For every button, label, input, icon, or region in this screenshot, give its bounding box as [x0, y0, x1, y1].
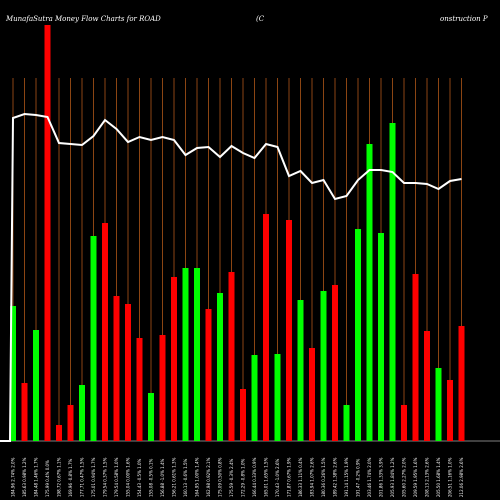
x-tick-label: 155.08 -0.5% 0.1% [149, 458, 154, 497]
money-flow-bar [366, 144, 373, 441]
money-flow-bar [297, 300, 304, 441]
x-tick-label: 165.01 1.65% 1.5% [264, 457, 269, 497]
x-tick-label: 203.46 1.74% 2.0% [367, 457, 372, 497]
x-tick-label: 177.71 0.47% 1.5% [80, 457, 85, 497]
x-tick-label: 205.50 1.68% 1.4% [436, 457, 441, 497]
money-flow-bar [274, 354, 281, 441]
x-tick-label: 208.13 2.13% 2.6% [425, 457, 430, 497]
money-flow-bar [159, 335, 166, 441]
money-flow-bar [125, 304, 131, 441]
x-tick-label: 175.99 0.4% 0.0% [45, 460, 50, 497]
x-tick-label: 179.54 0.37% 1.5% [103, 457, 108, 497]
money-flow-bar [320, 291, 327, 441]
x-tick-label: 171.87 0.67% 1.9% [287, 457, 292, 497]
x-tick-label: 183.94 1.07% 2.6% [310, 457, 315, 497]
x-tick-label: 179.54 0.58% 1.0% [114, 457, 119, 497]
x-tick-label: 156.88 -1.0% 1.4% [160, 458, 165, 497]
price-line [0, 112, 462, 442]
money-flow-bar [217, 293, 223, 441]
x-tick-label: 156.21 0.61% 1.3% [172, 457, 177, 497]
x-tick-label: 209.59 1.95% 1.6% [413, 457, 418, 497]
money-flow-bar [79, 385, 85, 441]
x-tick-label: 191.14 1.15% 1.9% [344, 457, 349, 497]
money-flow-bar [240, 389, 246, 441]
x-tick-label: 175.01 0.94% 1.7% [91, 457, 96, 497]
money-flow-bar [148, 393, 154, 441]
money-flow-bar [67, 405, 74, 441]
x-tick-label: 184.48 1.46% 1.7% [34, 457, 39, 497]
money-flow-bar [56, 425, 62, 441]
chart-title-left: MunafaSutra Money Flow Charts for ROAD [5, 15, 161, 23]
x-tick-label: 206.51 1.16% 1.0% [448, 457, 453, 497]
x-tick-label: 172.29 -0.8% 1.0% [241, 458, 246, 497]
money-flow-bar [136, 338, 143, 441]
money-flow-bar [447, 380, 453, 441]
money-flow-bar [309, 348, 315, 441]
money-flow-bar [286, 220, 292, 441]
chart-title-right: onstruction P [440, 15, 488, 23]
money-flow-bar [182, 268, 189, 441]
money-flow-bar [355, 229, 361, 441]
x-tick-label: 191.47 -0.2% 0.9% [356, 458, 361, 497]
x-tick-label: 205.93 1.84% 1.2% [390, 457, 395, 497]
x-tick-label: 205.60 2.27% 2.0% [402, 457, 407, 497]
x-tick-label: 180.36 0.26% 1.5% [321, 457, 326, 497]
x-tick-label: 170.43 -1.0% 2.6% [275, 458, 280, 497]
money-flow-bar [458, 326, 465, 441]
money-flow-bar [263, 214, 269, 441]
x-tick-label: 155.04 0.00% 1.6% [126, 457, 131, 497]
money-flow-bar [113, 296, 120, 441]
money-flow-bar [21, 383, 28, 441]
x-tick-label: 164.95 1.00% 1.4% [195, 457, 200, 497]
money-flow-bar [401, 405, 407, 441]
money-flow-bar [378, 233, 384, 441]
money-flow-bar [44, 25, 51, 441]
x-axis-labels: 184.96 2.74% 2.0% 185.63 0.98% 1.2% 184.48… [11, 457, 465, 497]
x-tick-label: 160.13 -0.6% 1.5% [183, 458, 188, 497]
money-flow-bar [33, 330, 39, 441]
x-tick-label: 175.09 0.50% 0.8% [218, 457, 223, 497]
x-tick-label: 201.86 1.33% 3.9% [379, 457, 384, 497]
money-flow-bar [171, 277, 177, 441]
money-flow-bar [102, 223, 108, 441]
money-flow-bar [228, 272, 235, 441]
x-tick-label: 185.63 0.98% 1.2% [22, 457, 27, 497]
money-flow-bar [10, 306, 16, 441]
x-tick-label: 169.96 -0.8% 1.7% [68, 458, 73, 497]
money-flow-bar [389, 123, 396, 441]
money-flow-bar [424, 331, 430, 441]
x-tick-label: 189.42 1.38% 2.6% [333, 457, 338, 497]
x-tick-label: 166.44 0.33% 0.9% [252, 457, 257, 497]
money-flow-bar [435, 368, 442, 441]
money-flow-bar [332, 285, 338, 441]
money-flow-bar [205, 309, 212, 441]
money-flow-bar [194, 268, 200, 441]
money-flow-bar [251, 355, 258, 441]
money-flow-bar [343, 405, 350, 441]
x-tick-label: 175.59 -0.3% 2.4% [229, 458, 234, 497]
money-flow-bars [10, 25, 465, 441]
x-tick-label: 186.33 1.11% 0.4% [298, 457, 303, 497]
money-flow-bar [412, 274, 419, 441]
x-tick-label: 212.06 2.98% 2.6% [459, 457, 464, 497]
x-tick-label: 154.43 -0.5% 1.0% [137, 458, 142, 497]
chart-title-mid: (C [256, 15, 265, 23]
money-flow-bar [90, 236, 97, 441]
x-tick-label: 184.96 2.74% 2.0% [11, 457, 16, 497]
x-tick-label: 198.72 0.67% 1.1% [57, 457, 62, 497]
x-tick-label: 162.98 0.92% 2.1% [206, 457, 211, 497]
